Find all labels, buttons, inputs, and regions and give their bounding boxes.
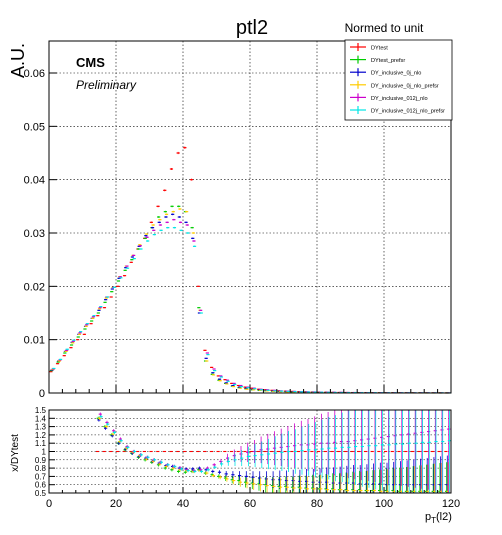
top-y-tick-label: 0.02 [24, 281, 45, 293]
bottom-x-axis-label: pT(l2) [425, 511, 452, 525]
top-y-tick-label: 0 [39, 388, 45, 400]
bottom-y-tick-label: 0.9 [35, 456, 47, 465]
legend-label: DYtest [371, 46, 388, 52]
top-y-tick-label: 0.03 [24, 228, 45, 240]
bottom-series-DY_inclusive_012j_nlo_prefsr [99, 410, 451, 493]
bottom-y-tick-label: 1.2 [35, 431, 47, 440]
bottom-x-tick-label: 100 [375, 498, 393, 510]
bottom-x-tick-label: 80 [311, 498, 323, 510]
legend-label: DY_inclusive_012j_nlo [371, 96, 428, 102]
bottom-y-tick-label: 1.5 [35, 406, 47, 415]
legend-label: DY_inclusive_012j_nlo_prefsr [371, 109, 445, 115]
top-y-tick-label: 0.05 [24, 121, 45, 133]
bottom-y-tick-label: 0.6 [35, 481, 47, 490]
top-y-axis-label: A.U. [8, 43, 28, 78]
cms-label: CMS [76, 55, 105, 70]
bottom-y-tick-label: 0.7 [35, 472, 47, 481]
bottom-y-axis: 0.50.60.70.80.911.11.21.31.41.5 [35, 406, 55, 498]
bottom-y-tick-label: 1.1 [35, 439, 47, 448]
chart-subtitle: Normed to unit [345, 21, 424, 35]
bottom-series-DY_inclusive_0j_nlo [97, 418, 449, 493]
bottom-y-tick-label: 1.3 [35, 423, 47, 432]
legend-box [344, 39, 453, 121]
bottom-y-tick-label: 1.4 [35, 414, 47, 423]
legend-items: DYtest DYtest_prefsr DY_inclusive_0j_nlo DY… [350, 43, 445, 115]
top-y-tick-label: 0.01 [24, 335, 45, 347]
top-y-axis: 0 0.01 0.02 0.03 0.04 0.05 0.06 [24, 68, 452, 400]
bottom-x-tick-label: 0 [46, 498, 52, 510]
bottom-x-tick-label: 40 [177, 498, 189, 510]
legend: DYtest DYtest_prefsr DY_inclusive_0j_nlo DY… [344, 39, 453, 121]
bottom-series-layer [95, 410, 451, 493]
bottom-x-tick-label: 120 [442, 498, 460, 510]
legend-label: DY_inclusive_0j_nlo [371, 71, 421, 77]
bottom-x-tick-label: 20 [110, 498, 122, 510]
chart-title: ptl2 [236, 17, 268, 39]
bottom-x-axis: 0 20 40 60 80 100 120 [46, 487, 460, 510]
bottom-y-axis-label: x/DYtest [10, 434, 21, 472]
preliminary-label: Preliminary [76, 78, 137, 92]
bottom-y-tick-label: 0.5 [35, 489, 47, 498]
top-y-tick-label: 0.06 [24, 68, 45, 80]
bottom-y-tick-label: 0.8 [35, 464, 47, 473]
top-series-layer [49, 146, 451, 394]
bottom-x-tick-label: 60 [244, 498, 256, 510]
bottom-y-tick-label: 1 [42, 448, 47, 457]
top-y-tick-label: 0.04 [24, 175, 45, 187]
legend-label: DY_inclusive_0j_nlo_prefsr [371, 83, 439, 89]
legend-label: DYtest_prefsr [371, 58, 405, 64]
